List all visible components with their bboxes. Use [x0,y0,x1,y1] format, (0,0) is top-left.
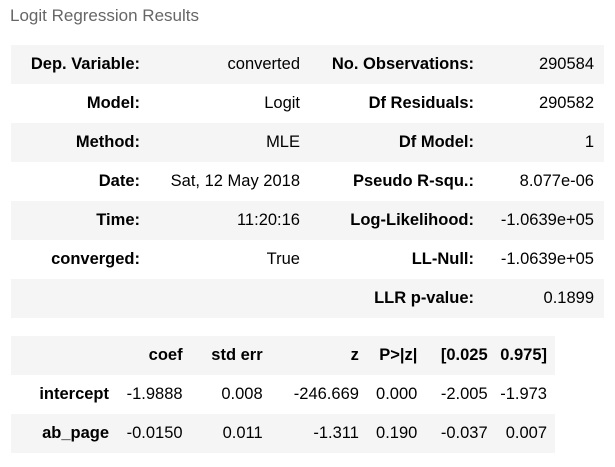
summary-value: 290582 [538,94,594,112]
coef-header-cell [11,336,118,375]
coef-cell: 0.007 [495,414,555,453]
coef-header-cell: 0.975] [495,336,555,375]
coef-cell: -2.005 [440,385,488,403]
summary-label: LL-Null: [411,250,474,268]
coef-header-cell: [0.025 [425,336,496,375]
summary-label: converged: [51,250,140,268]
summary-value: 0.1899 [484,279,604,318]
summary-label: Date: [98,172,140,190]
summary-value: Logit [264,94,300,112]
summary-label: Dep. Variable: [11,45,150,84]
summary-row: Time: 11:20:16 Log-Likelihood: -1.0639e+… [11,201,604,240]
coef-row: ab_page -0.0150 0.011 -1.311 0.190 -0.03… [11,414,555,453]
summary-value: -1.0639e+05 [484,201,604,240]
summary-value: 290584 [484,45,604,84]
coef-cell: 0.000 [376,385,418,403]
summary-label: Df Residuals: [368,94,474,112]
coef-cell: -1.311 [270,414,367,453]
summary-row: converged: True LL-Null: -1.0639e+05 [11,240,604,279]
summary-label: Method: [11,123,150,162]
summary-label: Time: [11,201,150,240]
summary-row: Method: MLE Df Model: 1 [11,123,604,162]
summary-value: True [266,250,300,268]
summary-value: 11:20:16 [150,201,310,240]
summary-value: MLE [150,123,310,162]
summary-label: Pseudo R-squ.: [352,172,474,190]
summary-row: LLR p-value: 0.1899 [11,279,604,318]
summary-row: Dep. Variable: converted No. Observation… [11,45,604,84]
coef-cell: -246.669 [293,385,359,403]
summary-label: No. Observations: [310,45,484,84]
coef-cell: -0.0150 [117,414,191,453]
coef-cell: 0.008 [221,385,263,403]
coef-cell: 0.011 [190,414,271,453]
coef-cell: -0.037 [425,414,496,453]
summary-value: converted [150,45,310,84]
summary-label: Model: [86,94,140,112]
results-caption: Logit Regression Results [10,6,199,25]
coef-header-cell: coef [117,336,191,375]
coef-cell: -1.9888 [126,385,183,403]
summary-table: Dep. Variable: converted No. Observation… [11,45,604,318]
coef-header-cell: std err [190,336,271,375]
summary-label [11,279,150,318]
summary-label: LLR p-value: [310,279,484,318]
coefficients-table: coef std err z P>|z| [0.025 0.975] inter… [11,336,555,453]
summary-row: Date: Sat, 12 May 2018 Pseudo R-squ.: 8.… [11,162,604,201]
coef-row: intercept -1.9888 0.008 -246.669 0.000 -… [11,375,555,414]
coef-header-cell: z [270,336,367,375]
summary-value [150,279,310,318]
summary-value: -1.0639e+05 [500,250,594,268]
summary-row: Model: Logit Df Residuals: 290582 [11,84,604,123]
summary-label: Log-Likelihood: [310,201,484,240]
summary-value: 1 [484,123,604,162]
coef-cell: 0.190 [366,414,426,453]
summary-label: Df Model: [310,123,484,162]
coef-cell: -1.973 [500,385,547,403]
summary-value: Sat, 12 May 2018 [170,172,300,190]
coef-header-row: coef std err z P>|z| [0.025 0.975] [11,336,555,375]
summary-value: 8.077e-06 [519,172,594,190]
coef-row-label: intercept [39,385,110,403]
coef-row-label: ab_page [11,414,118,453]
coef-header-cell: P>|z| [366,336,426,375]
